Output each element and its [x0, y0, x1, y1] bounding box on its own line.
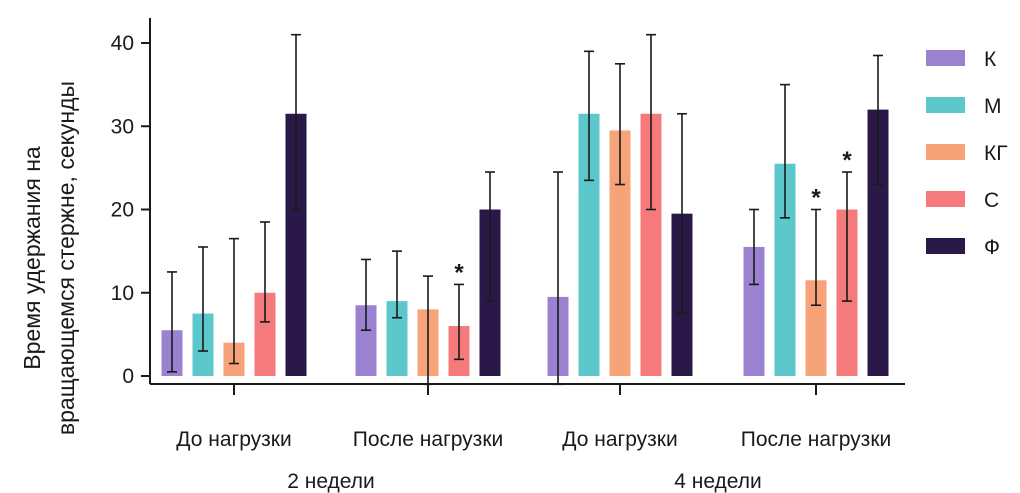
x-tick-label-0: До нагрузки [176, 428, 291, 451]
group-label-1: 4 недели [674, 470, 762, 493]
legend: К М КГ С Ф [926, 48, 1008, 259]
significance-star-С-3: * [842, 147, 852, 174]
y-tick-label-0: 0 [122, 365, 134, 388]
axes: 0 10 20 30 40 [111, 18, 905, 395]
legend-label-М: М [984, 95, 1002, 118]
error-bars [167, 33, 883, 386]
bar-К-3 [743, 246, 765, 376]
bar-КГ-2 [609, 130, 631, 376]
x-axis-labels: До нагрузки После нагрузки До нагрузки Посл… [176, 428, 891, 493]
y-axis-label: Время удержания на вращающемся стержне, … [19, 81, 79, 435]
y-axis-label-line-1: Время удержания на [19, 146, 45, 370]
bar-Ф-0 [285, 113, 307, 376]
legend-swatch-С [926, 191, 965, 207]
significance-star-С-1: * [454, 259, 464, 286]
legend-swatch-М [926, 97, 965, 113]
y-axis-label-line-2: вращающемся стержне, секунды [53, 81, 79, 435]
significance-star-КГ-3: * [811, 185, 821, 212]
legend-swatch-К [926, 50, 965, 66]
bars [161, 109, 889, 376]
bar-С-2 [640, 113, 662, 376]
bar-КГ-3 [805, 280, 827, 376]
y-tick-label-20: 20 [111, 199, 134, 222]
bar-М-1 [386, 301, 408, 376]
y-tick-label-10: 10 [111, 282, 134, 305]
significance-markers: * * * [454, 147, 852, 286]
x-tick-label-1: После нагрузки [353, 428, 503, 451]
legend-label-С: С [984, 189, 999, 212]
bar-К-1 [355, 305, 377, 376]
bar-М-2 [578, 113, 600, 376]
x-tick-label-3: После нагрузки [741, 428, 891, 451]
group-label-0: 2 недели [287, 470, 375, 493]
legend-swatch-Ф [926, 238, 965, 254]
bar-С-0 [254, 292, 276, 376]
legend-label-Ф: Ф [984, 236, 1000, 259]
bar-Ф-3 [867, 109, 889, 376]
legend-swatch-КГ [926, 144, 965, 160]
bar-М-3 [774, 163, 796, 376]
y-tick-label-30: 30 [111, 115, 134, 138]
legend-label-К: К [984, 48, 997, 71]
y-tick-label-40: 40 [111, 32, 134, 55]
legend-label-КГ: КГ [984, 142, 1008, 165]
x-tick-label-2: До нагрузки [562, 428, 677, 451]
